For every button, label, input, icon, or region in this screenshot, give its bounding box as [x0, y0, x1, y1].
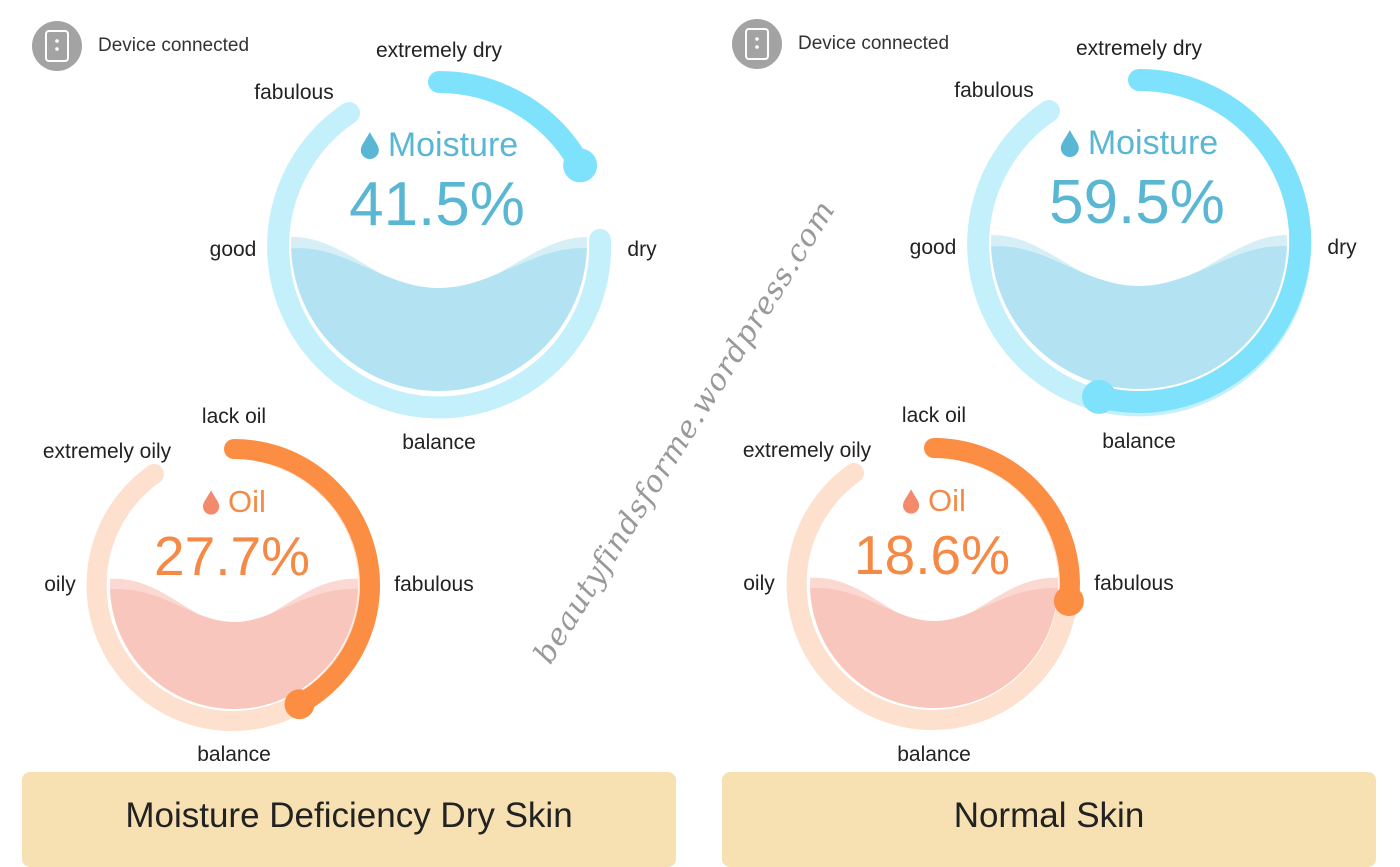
oil-value: 27.7% [154, 525, 310, 587]
gauge-canvas [86, 71, 612, 731]
oil-label-lack-oil: lack oil [901, 404, 967, 427]
oil-label-balance: balance [897, 743, 971, 766]
moisture-label-extremely-dry: extremely dry [375, 39, 503, 62]
device-connected-label: Device connected [98, 35, 250, 56]
oil-label-lack-oil: lack oil [201, 405, 267, 428]
device-glyph [745, 28, 769, 60]
moisture-track [267, 102, 612, 419]
oil-liquid [110, 578, 358, 709]
gauge-canvas [786, 69, 1312, 730]
oil-label-balance: balance [197, 743, 271, 766]
device-connected-label: Device connected [798, 33, 950, 54]
oil-label-fabulous: fabulous [394, 573, 474, 596]
oil-level-knob[interactable] [1053, 586, 1084, 616]
moisture-value: 59.5% [1049, 168, 1225, 237]
moisture-label-fabulous: fabulous [254, 81, 334, 104]
moisture-liquid [991, 234, 1287, 389]
moisture-level-knob[interactable] [1082, 379, 1116, 414]
skin-type-banner: Moisture Deficiency Dry Skin [22, 772, 676, 867]
moisture-title: Moisture [1060, 126, 1218, 160]
moisture-label-good: good [209, 238, 257, 261]
moisture-label-balance: balance [1102, 430, 1176, 453]
moisture-liquid [291, 236, 587, 391]
moisture-label-extremely-dry: extremely dry [1075, 37, 1203, 60]
oil-title: Oil [202, 486, 266, 517]
moisture-value: 41.5% [349, 170, 525, 239]
moisture-label-dry: dry [627, 238, 657, 261]
moisture-title: Moisture [360, 128, 518, 162]
device-icon[interactable] [732, 19, 782, 69]
oil-drop-icon [202, 489, 220, 515]
oil-drop-icon [902, 488, 920, 514]
oil-label-extremely-oily: extremely oily [42, 440, 172, 463]
moisture-label-dry: dry [1327, 236, 1357, 259]
oil-label-oily: oily [44, 573, 76, 596]
oil-liquid [810, 577, 1058, 708]
moisture-label-fabulous: fabulous [954, 79, 1034, 102]
moisture-level-arc [1088, 69, 1312, 413]
skin-type-label: Moisture Deficiency Dry Skin [125, 796, 573, 835]
moisture-label-balance: balance [402, 431, 476, 454]
water-drop-icon [1060, 130, 1079, 157]
result-panel-dry-skin: Device connected extremely dry fabulous … [0, 0, 700, 867]
device-status: Device connected [732, 18, 949, 70]
moisture-title-text: Moisture [387, 126, 519, 164]
result-panel-normal-skin: Device connected extremely dry fabulous … [700, 0, 1400, 867]
moisture-level-knob[interactable] [563, 148, 598, 183]
oil-label-fabulous: fabulous [1094, 572, 1174, 595]
oil-label-oily: oily [743, 572, 775, 595]
skin-type-banner: Normal Skin [722, 772, 1376, 867]
moisture-level-arc [428, 71, 592, 177]
device-glyph [45, 30, 69, 62]
water-drop-icon [360, 132, 379, 159]
oil-title-text: Oil [928, 483, 966, 518]
moisture-label-good: good [909, 236, 957, 259]
oil-label-extremely-oily: extremely oily [742, 439, 872, 462]
oil-value: 18.6% [854, 524, 1010, 586]
oil-title-text: Oil [228, 484, 266, 519]
device-status: Device connected [32, 20, 249, 72]
skin-type-label: Normal Skin [953, 796, 1145, 835]
oil-title: Oil [902, 485, 966, 516]
oil-level-knob[interactable] [284, 689, 315, 720]
oil-level-arc [924, 438, 1080, 611]
oil-level-arc [224, 439, 381, 715]
moisture-title-text: Moisture [1087, 124, 1219, 162]
device-icon[interactable] [32, 21, 82, 71]
